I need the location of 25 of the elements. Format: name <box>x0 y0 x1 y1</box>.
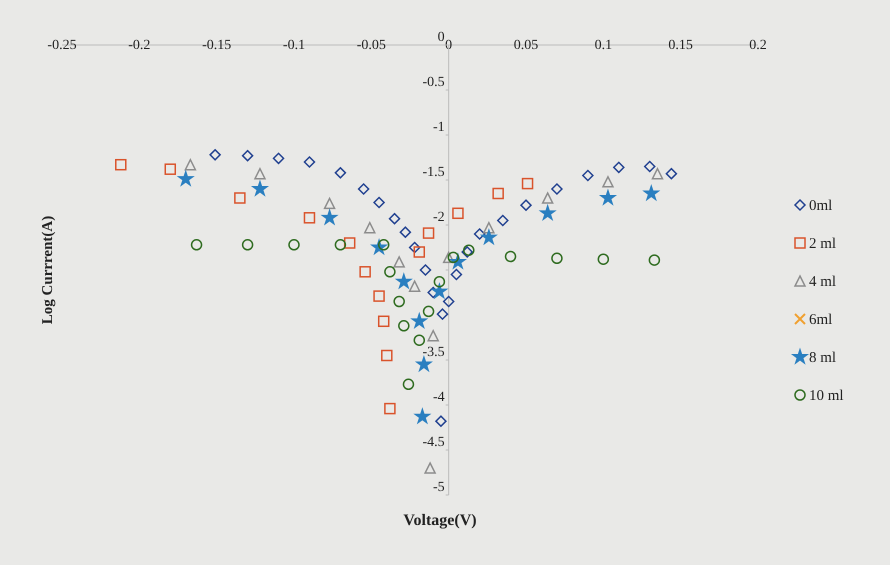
x-tick-label: 0.15 <box>668 38 693 53</box>
x-tick-label: 0.2 <box>749 38 767 53</box>
y-tick-label: -5 <box>432 480 445 495</box>
legend-label: 8 ml <box>809 350 836 366</box>
y-tick-label: -0.5 <box>422 75 445 90</box>
legend-label: 4 ml <box>809 274 836 290</box>
legend-label: 6ml <box>809 312 832 328</box>
x-tick-label: -0.05 <box>356 38 386 53</box>
x-axis-title: Voltage(V) <box>403 512 477 529</box>
x-tick-label: 0.05 <box>514 38 538 53</box>
y-tick-label: -3.5 <box>422 345 445 360</box>
y-tick-label: -1 <box>432 120 445 135</box>
y-tick-label: -4 <box>432 390 445 405</box>
y-tick-label: -1.5 <box>422 165 445 180</box>
y-tick-label: -4.5 <box>422 435 445 450</box>
y-tick-label: -2 <box>432 210 445 225</box>
legend-label: 2 ml <box>809 236 836 252</box>
x-tick-label: 0.1 <box>594 38 612 53</box>
x-tick-label: -0.2 <box>128 38 150 53</box>
legend-label: 0ml <box>809 198 832 214</box>
x-tick-label: -0.25 <box>47 38 77 53</box>
y-axis-title: Log Currrent(A) <box>40 216 56 324</box>
legend-label: 10 ml <box>809 388 844 404</box>
x-tick-label: -0.1 <box>282 38 306 53</box>
x-tick-label: -0.15 <box>202 38 232 53</box>
